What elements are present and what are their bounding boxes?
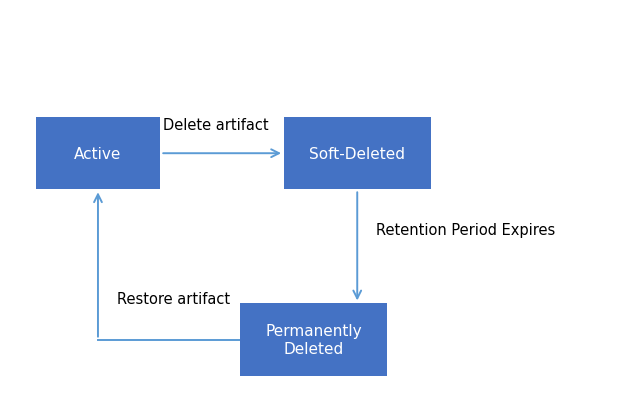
FancyBboxPatch shape <box>284 118 431 190</box>
FancyBboxPatch shape <box>36 118 160 190</box>
Text: Active: Active <box>74 146 122 161</box>
Text: Permanently
Deleted: Permanently Deleted <box>265 323 362 356</box>
Text: Retention Period Expires: Retention Period Expires <box>376 223 555 238</box>
FancyBboxPatch shape <box>240 304 387 376</box>
Text: Restore artifact: Restore artifact <box>117 291 230 306</box>
Text: Soft-Deleted: Soft-Deleted <box>310 146 405 161</box>
Text: Delete artifact: Delete artifact <box>163 117 269 133</box>
